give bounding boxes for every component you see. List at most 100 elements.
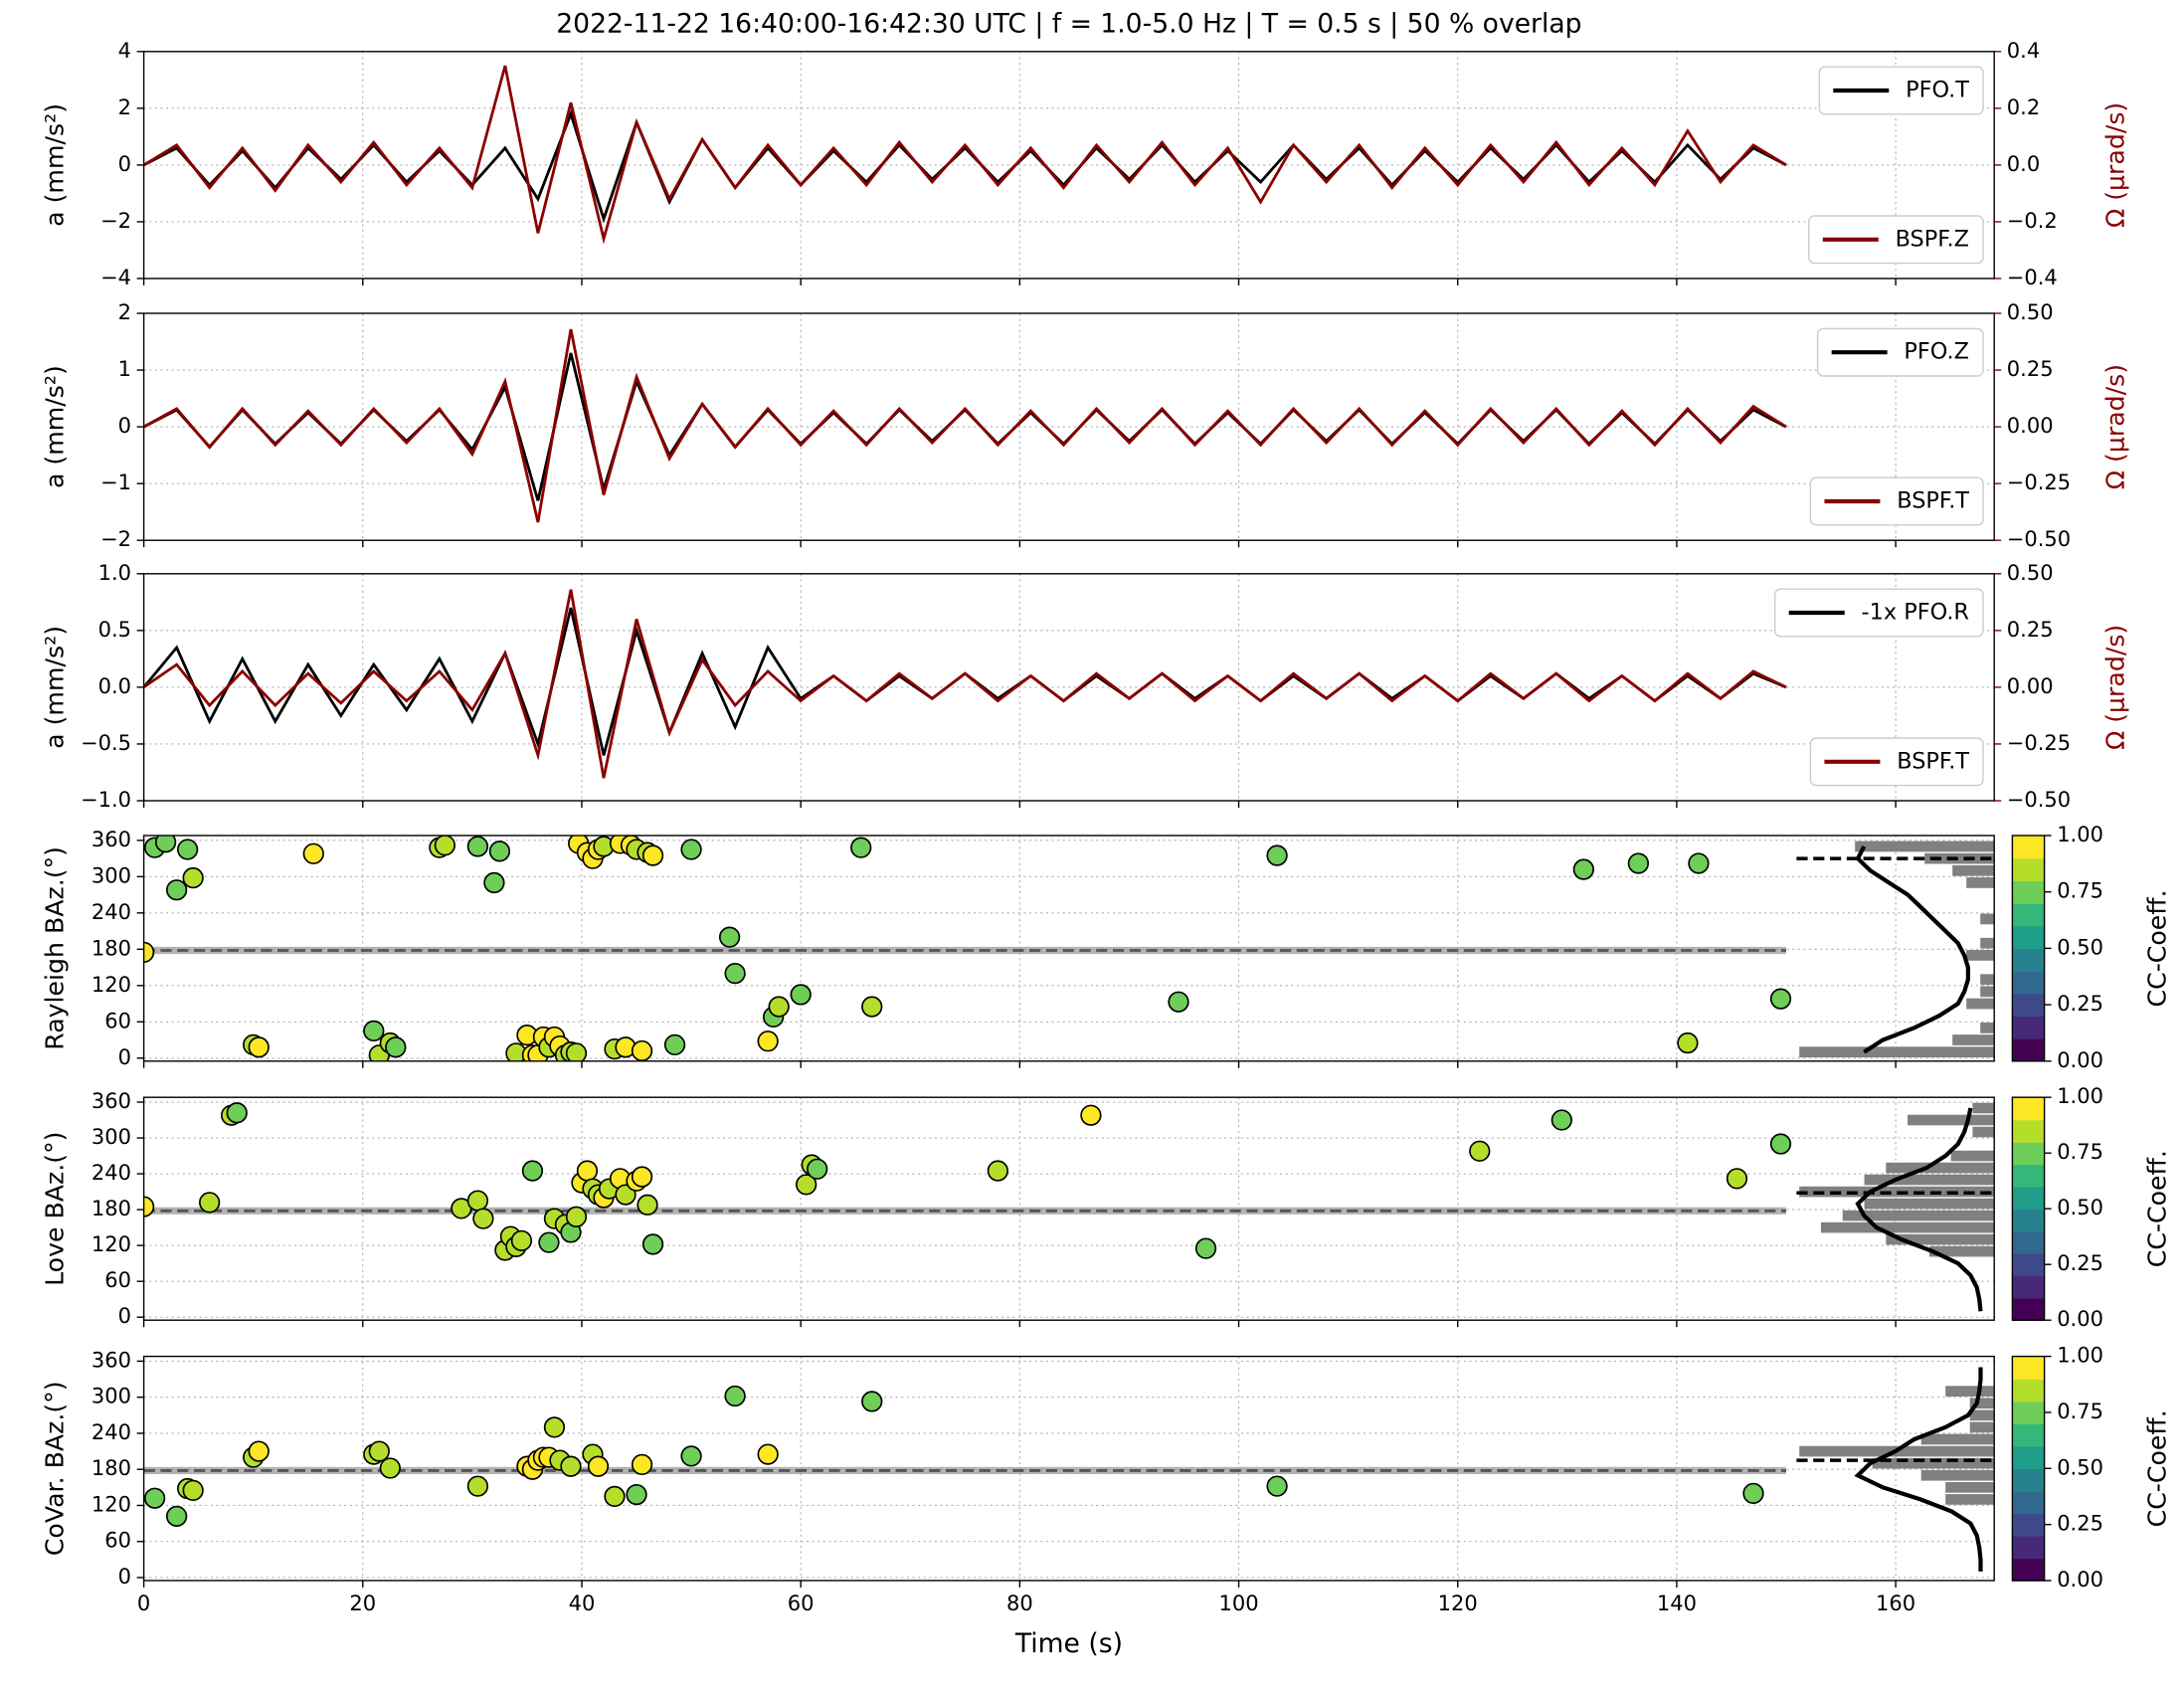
hist-bar bbox=[1980, 986, 1995, 998]
hist-bar bbox=[1872, 1457, 1995, 1469]
y2-axis-label: Ω (μrad/s) bbox=[2100, 102, 2129, 228]
y2-tick-label: 0.50 bbox=[2007, 561, 2054, 585]
colorbar-cell bbox=[2012, 1423, 2045, 1447]
colorbar-cell bbox=[2012, 1297, 2045, 1321]
y2-tick-label: 0.4 bbox=[2007, 39, 2040, 63]
y-tick-label: 4 bbox=[118, 39, 131, 63]
colorbar-cell bbox=[2012, 1097, 2045, 1121]
colorbar-tick-label: 0.25 bbox=[2057, 1251, 2103, 1275]
y-tick-label: 0.0 bbox=[98, 674, 131, 698]
point bbox=[790, 984, 812, 1006]
y2-tick-label: 0.50 bbox=[2007, 300, 2054, 324]
y-tick-label: 0 bbox=[118, 414, 131, 438]
y2-tick-label: 0.0 bbox=[2007, 152, 2040, 176]
point bbox=[641, 1233, 664, 1255]
y-tick-label: −0.5 bbox=[81, 731, 131, 755]
hist-bar bbox=[1924, 852, 1995, 864]
y-tick-label: 0 bbox=[118, 1045, 131, 1069]
point bbox=[466, 836, 489, 857]
point bbox=[565, 1206, 588, 1227]
axes-frame bbox=[142, 51, 1995, 280]
colorbar-cell bbox=[2012, 1119, 2045, 1143]
y-tick-label: −1.0 bbox=[81, 788, 131, 812]
x-tick-label: 60 bbox=[788, 1591, 815, 1615]
axes-frame bbox=[142, 835, 1995, 1062]
colorbar-cell bbox=[2012, 1513, 2045, 1537]
hist-bar bbox=[1980, 974, 1995, 986]
point bbox=[1469, 1140, 1491, 1162]
kde-line bbox=[1854, 1367, 1983, 1572]
y-axis-label: Love BAz.(°) bbox=[40, 1131, 69, 1285]
y-tick-label: 360 bbox=[91, 1348, 131, 1372]
colorbar-tick-label: 0.00 bbox=[2057, 1048, 2103, 1072]
legend: -1x PFO.R bbox=[1774, 588, 1984, 638]
hist-bar bbox=[1920, 1469, 1995, 1481]
colorbar-cell bbox=[2012, 971, 2045, 995]
hist-bar bbox=[1945, 1386, 1995, 1397]
colorbar-cell bbox=[2012, 1401, 2045, 1424]
point bbox=[538, 1231, 560, 1253]
colorbar-cell bbox=[2012, 1038, 2045, 1062]
hist-bar bbox=[1966, 877, 1995, 888]
hist-bar bbox=[1908, 1114, 1995, 1126]
y2-tick-label: 0.00 bbox=[2007, 674, 2054, 698]
point bbox=[1572, 858, 1594, 880]
y2-axis-label: Ω (μrad/s) bbox=[2100, 364, 2129, 489]
colorbar-cell bbox=[2012, 1445, 2045, 1469]
legend-box bbox=[1816, 327, 1984, 377]
hist-bar bbox=[1842, 1210, 1995, 1221]
trace bbox=[143, 65, 1787, 245]
point bbox=[1688, 852, 1710, 874]
y-tick-label: 180 bbox=[91, 1456, 131, 1480]
legend-box bbox=[1808, 215, 1984, 265]
hist-bar bbox=[1966, 950, 1995, 961]
x-tick-label: 120 bbox=[1438, 1591, 1478, 1615]
point bbox=[1627, 852, 1650, 874]
colorbar-tick-label: 0.50 bbox=[2057, 935, 2103, 959]
colorbar-cell bbox=[2012, 1356, 2045, 1380]
point bbox=[1266, 844, 1288, 866]
hist-bar bbox=[1799, 1046, 1995, 1058]
hist-bar bbox=[1864, 1198, 1995, 1210]
point bbox=[724, 962, 746, 985]
point bbox=[757, 1443, 779, 1465]
point bbox=[368, 1440, 390, 1462]
point bbox=[796, 1174, 818, 1196]
point bbox=[363, 1020, 385, 1042]
hist-bar bbox=[1969, 1398, 1995, 1409]
y-tick-label: 0 bbox=[118, 1304, 131, 1328]
colorbar-cell bbox=[2012, 1490, 2045, 1515]
plot-area bbox=[143, 1102, 1995, 1312]
hist-bar bbox=[1950, 1150, 1995, 1162]
colorbar-cell bbox=[2012, 1535, 2045, 1560]
x-tick-label: 100 bbox=[1218, 1591, 1258, 1615]
point bbox=[165, 879, 188, 901]
point bbox=[143, 1487, 166, 1509]
point bbox=[724, 1385, 746, 1407]
y-tick-label: 0 bbox=[118, 152, 131, 176]
point bbox=[604, 1485, 626, 1508]
trace bbox=[143, 328, 1787, 523]
legend-label: PFO.T bbox=[1906, 78, 1969, 103]
colorbar-cell bbox=[2012, 1253, 2045, 1277]
colorbar-cell bbox=[2012, 1379, 2045, 1403]
legend: PFO.Z bbox=[1816, 327, 1984, 377]
trace bbox=[143, 589, 1787, 779]
colorbar-tick-label: 1.00 bbox=[2057, 823, 2103, 846]
point bbox=[680, 839, 702, 860]
axes-frame bbox=[142, 312, 1995, 541]
legend-label: -1x PFO.R bbox=[1862, 600, 1969, 626]
colorbar-cell bbox=[2012, 1016, 2045, 1039]
colorbar-tick-label: 0.00 bbox=[2057, 1307, 2103, 1331]
y-tick-label: 60 bbox=[104, 1268, 131, 1292]
axes-frame bbox=[142, 1096, 1995, 1321]
y-axis-label: a (mm/s²) bbox=[40, 365, 69, 488]
plot-area bbox=[143, 65, 1787, 245]
hist-bar bbox=[1945, 1481, 1995, 1493]
point bbox=[1080, 1104, 1102, 1126]
axes-frame bbox=[142, 1355, 1995, 1582]
y-tick-label: −1 bbox=[100, 470, 131, 494]
point bbox=[850, 837, 872, 858]
y-tick-label: −2 bbox=[100, 527, 131, 551]
point bbox=[434, 836, 455, 856]
